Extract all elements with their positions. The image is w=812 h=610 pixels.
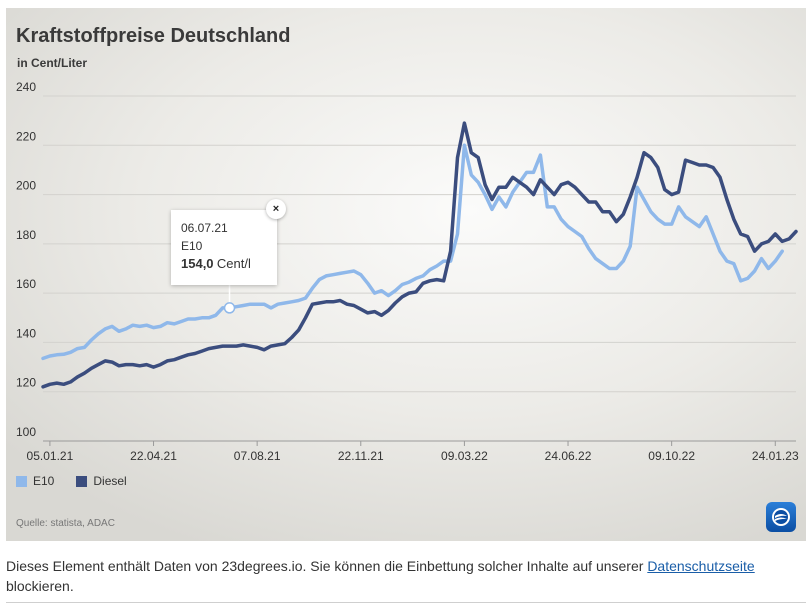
x-tick-label: 22.11.21 (338, 449, 384, 463)
notice-text-end: blockieren. (6, 578, 74, 594)
grid-lines (43, 95, 796, 442)
x-tick-label: 05.01.21 (27, 449, 74, 463)
y-tick-label: 180 (16, 228, 36, 242)
legend-label-e10: E10 (33, 474, 55, 488)
x-tick-label: 09.03.22 (441, 449, 488, 463)
y-tick-label: 240 (16, 80, 36, 94)
x-tick-label: 24.01.23 (752, 449, 799, 463)
series-line-diesel (41, 121, 798, 389)
series-lines (41, 121, 798, 389)
tooltip-value: 154,0 (181, 256, 214, 271)
notice-text: Dieses Element enthält Daten von 23degre… (6, 558, 648, 574)
y-tick-label: 220 (16, 129, 36, 143)
legend-item-diesel[interactable]: Diesel (76, 474, 127, 488)
tooltip-series: E10 (181, 239, 203, 253)
chart-subtitle: in Cent/Liter (17, 56, 88, 70)
chart-card: Kraftstoffpreise Deutschland in Cent/Lit… (6, 8, 806, 541)
x-tick-label: 22.04.21 (130, 449, 177, 463)
y-tick-label: 140 (16, 326, 36, 340)
divider (6, 602, 806, 603)
legend: E10 Diesel (16, 474, 149, 488)
e10-swatch-icon (16, 475, 27, 487)
y-tick-label: 160 (16, 277, 36, 291)
legend-label-diesel: Diesel (93, 474, 127, 488)
source-note: Quelle: statista, ADAC (16, 518, 115, 529)
y-axis-ticks: 100 120 140 160 180 200 220 240 (16, 80, 36, 439)
chart-title: Kraftstoffpreise Deutschland (16, 25, 291, 47)
x-tick-label: 24.06.22 (545, 449, 592, 463)
y-tick-label: 200 (16, 179, 36, 193)
tooltip-unit: Cent/l (216, 256, 251, 271)
privacy-notice: Dieses Element enthält Daten von 23degre… (6, 556, 806, 596)
y-tick-label: 120 (16, 376, 36, 390)
tooltip-date: 06.07.21 (181, 221, 228, 235)
x-tick-label: 07.08.21 (234, 449, 281, 463)
tagesschau-logo-icon (766, 502, 796, 532)
tooltip: 06.07.21 E10 154,0 Cent/l (171, 210, 277, 285)
tooltip-close-button[interactable]: × (266, 199, 286, 219)
legend-item-e10[interactable]: E10 (16, 474, 54, 488)
y-tick-label: 100 (16, 425, 36, 439)
x-tick-label: 09.10.22 (648, 449, 695, 463)
line-chart: 100 120 140 160 180 200 220 240 05.01.21 22.04.2… (16, 80, 799, 463)
tooltip-point-marker (223, 302, 236, 314)
diesel-swatch-icon (76, 475, 88, 487)
series-line-e10 (41, 143, 784, 361)
x-axis-ticks: 05.01.21 22.04.21 07.08.21 22.11.21 09.03.22… (27, 441, 799, 463)
privacy-page-link[interactable]: Datenschutzseite (647, 558, 755, 574)
